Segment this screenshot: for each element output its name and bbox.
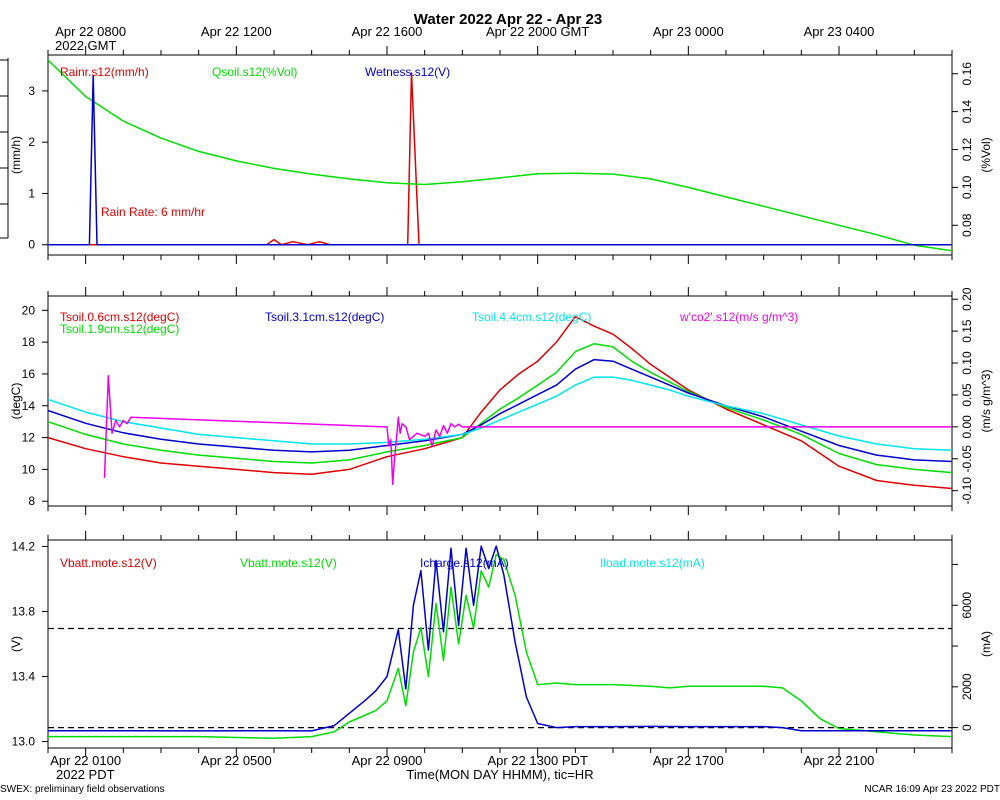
- panel-2: 8 10 12 14 16 18 20 -0.10 -0.05 0.00 0.05 0.10 0.15 0…: [9, 287, 993, 630]
- plot-frame: [47, 54, 953, 256]
- right-y-tick-label: 0.05: [960, 383, 974, 407]
- bottom-tick-label: Apr 22 0100: [50, 753, 121, 768]
- plot-frame: [47, 295, 953, 507]
- bottom-tick-label: Apr 22 1300 PDT: [487, 753, 588, 768]
- right-y-tick-label: 0.14: [960, 100, 974, 124]
- right-y-tick-label: 0.20: [960, 287, 974, 311]
- series-line: [48, 545, 952, 732]
- legend-entry: Icharge.s12(mA): [420, 556, 509, 570]
- left-y-tick-label: 10: [22, 462, 36, 476]
- left-y-tick-label: 14: [22, 399, 36, 413]
- bottom-time-axis: Apr 22 0100 Apr 22 0500 Apr 22 0900 Apr 22 …: [50, 753, 874, 768]
- right-y-tick-label: -0.10: [960, 477, 974, 505]
- right-y-tick-label: 0.10: [960, 351, 974, 375]
- left-edge-stub: [0, 58, 9, 239]
- left-y-tick-label: 13.0: [12, 735, 36, 749]
- legend-entry: Rainr.s12(mm/h): [60, 65, 149, 79]
- legend-entry: Vbatt.mote.s12(V): [240, 556, 337, 570]
- panel-1: 0 1 2 3 0.08 0.10 0.12 0.14 0.16 (mm/h) (%Vol) Rain…: [9, 46, 993, 264]
- series-line: [48, 553, 953, 740]
- legend-entry: Qsoil.s12(%Vol): [212, 65, 297, 79]
- left-axis-label: (degC): [9, 383, 23, 420]
- right-y-tick-label: 0.15: [960, 319, 974, 343]
- right-y-tick-label: 0.10: [960, 175, 974, 199]
- left-axis-label: (mm/h): [9, 136, 23, 174]
- right-y-tick-label: -0.05: [960, 445, 974, 473]
- series-line: [47, 342, 953, 474]
- left-y-tick-label: 3: [28, 84, 35, 98]
- left-y-tick-label: 20: [22, 303, 36, 317]
- top-time-axis: Apr 22 0800 Apr 22 1200 Apr 22 1600 Apr 22 …: [55, 24, 874, 39]
- legend-entry: Vbatt.mote.s12(V): [60, 556, 157, 570]
- left-axis-label: (V): [9, 636, 23, 652]
- right-y-tick-label: 0.00: [960, 415, 974, 439]
- chart-title: Water 2022 Apr 22 - Apr 23: [414, 11, 602, 28]
- right-y-tick-label: 0.12: [960, 138, 974, 162]
- right-y-tick-label: 0.16: [960, 62, 974, 86]
- left-y-tick-label: 18: [22, 335, 36, 349]
- top-axis-sublabel: 2022 GMT: [55, 38, 116, 53]
- legend-entry: Tsoil.1.9cm.s12(degC): [60, 322, 179, 336]
- right-y-tick-label: 2000: [960, 673, 974, 700]
- top-tick-label: Apr 22 2000 GMT: [486, 24, 589, 39]
- right-y-tick-label: 0.08: [960, 213, 974, 237]
- top-tick-label: Apr 22 0800: [55, 24, 126, 39]
- bottom-tick-label: Apr 22 1700: [653, 753, 724, 768]
- series-line: [47, 315, 953, 490]
- legend-entry: Iload.mote.s12(mA): [600, 556, 705, 570]
- series-line: [103, 375, 952, 486]
- bottom-tick-label: Apr 22 0900: [352, 753, 423, 768]
- series-line: [47, 59, 953, 252]
- left-y-tick-label: 8: [28, 494, 35, 508]
- right-axis-label: (mA): [979, 631, 993, 657]
- series-line: [47, 358, 953, 463]
- x-axis-label: Time(MON DAY HHMM), tic=HR: [406, 767, 593, 782]
- left-y-tick-label: 12: [22, 431, 36, 445]
- legend-entry: Tsoil.0.6cm.s12(degC): [60, 310, 179, 324]
- left-y-tick-label: 1: [28, 186, 35, 200]
- legend-entry: Tsoil.4.4cm.s12(degC): [472, 310, 591, 324]
- bottom-tick-label: Apr 22 2100: [804, 753, 875, 768]
- footer-right: NCAR 16:09 Apr 23 2022 PDT: [864, 784, 1000, 795]
- right-y-tick-label: 6000: [960, 592, 974, 619]
- legend-entry: Tsoil.3.1cm.s12(degC): [265, 310, 384, 324]
- series-line: [47, 376, 953, 452]
- panel-3: 13.0 13.4 13.8 14.2 0 2000 6000 (V) (mA) Vbatt.mo…: [9, 531, 993, 757]
- left-y-tick-label: 13.4: [12, 670, 36, 684]
- left-y-tick-label: 0: [28, 238, 35, 252]
- left-y-tick-label: 13.8: [12, 605, 36, 619]
- bottom-axis-sublabel: 2022 PDT: [56, 767, 115, 782]
- series-line: [48, 74, 952, 246]
- top-tick-label: Apr 23 0000: [653, 24, 724, 39]
- left-y-tick-label: 16: [22, 367, 36, 381]
- bottom-tick-label: Apr 22 0500: [201, 753, 272, 768]
- legend-entry: Wetness.s12(V): [365, 65, 450, 79]
- legend-entry: w'co2'.s12(m/s g/m^3): [679, 310, 798, 324]
- plot-frame: [47, 539, 953, 749]
- right-axis-label: (%Vol): [979, 137, 993, 172]
- footer-left: SWEX: preliminary field observations: [0, 784, 165, 795]
- left-y-tick-label: 14.2: [12, 540, 36, 554]
- right-axis-label: (m/s g/m^3): [979, 370, 993, 433]
- right-y-tick-label: 0: [960, 724, 974, 731]
- top-tick-label: Apr 22 1200: [201, 24, 272, 39]
- top-tick-label: Apr 22 1600: [352, 24, 423, 39]
- left-y-tick-label: 2: [28, 135, 35, 149]
- top-tick-label: Apr 23 0400: [804, 24, 875, 39]
- rain-rate-annotation: Rain Rate: 6 mm/hr: [101, 205, 205, 219]
